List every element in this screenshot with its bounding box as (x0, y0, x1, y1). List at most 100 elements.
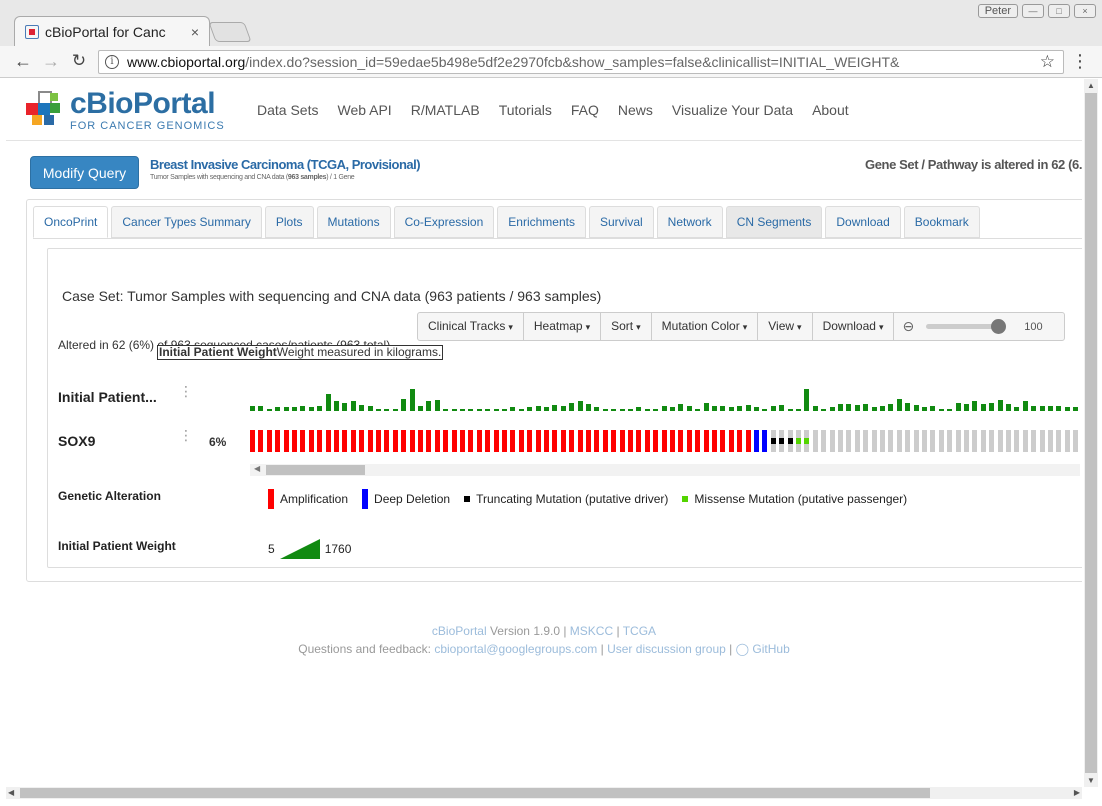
tab-close-icon[interactable]: × (190, 23, 199, 40)
weight-bar[interactable] (367, 406, 373, 411)
weight-bar[interactable] (602, 409, 608, 411)
sox9-cell-amp[interactable] (728, 430, 734, 452)
sox9-cell-amp[interactable] (527, 430, 533, 452)
weight-bar[interactable] (989, 403, 995, 411)
reload-icon[interactable]: ↻ (71, 51, 87, 70)
weight-bar[interactable] (1031, 406, 1037, 411)
zoom-out-icon[interactable]: ⊖ (902, 318, 915, 334)
weight-bar[interactable] (728, 407, 734, 411)
weight-bar[interactable] (619, 409, 625, 411)
weight-bar[interactable] (258, 406, 264, 411)
sox9-cell-amp[interactable] (619, 430, 625, 452)
tab-cancer-types-summary[interactable]: Cancer Types Summary (111, 206, 262, 238)
sox9-cell-none[interactable] (913, 430, 919, 452)
tab-mutations[interactable]: Mutations (316, 206, 391, 238)
initial-weight-track[interactable] (250, 385, 1080, 411)
weight-bar[interactable] (1039, 406, 1045, 411)
sox9-cell-none[interactable] (972, 430, 978, 452)
weight-bar[interactable] (644, 409, 650, 411)
sox9-cell-amp[interactable] (485, 430, 491, 452)
sox9-cell-amp[interactable] (367, 430, 373, 452)
weight-bar[interactable] (502, 409, 507, 411)
sox9-cell-amp[interactable] (359, 430, 365, 452)
sox9-cell-amp[interactable] (468, 430, 474, 452)
weight-bar[interactable] (821, 409, 827, 411)
weight-bar[interactable] (980, 404, 986, 411)
sox9-cell-amp[interactable] (325, 430, 331, 452)
weight-bar[interactable] (1056, 406, 1062, 411)
sox9-cell-none[interactable] (1064, 430, 1070, 452)
weight-bar[interactable] (552, 405, 558, 411)
weight-bar[interactable] (896, 399, 902, 411)
sox9-cell-amp[interactable] (712, 430, 717, 452)
weight-bar[interactable] (577, 401, 583, 411)
page-scroll-thumb[interactable] (1085, 93, 1097, 773)
sox9-cell-amp[interactable] (342, 430, 348, 452)
tab-cn-segments[interactable]: CN Segments (725, 206, 823, 238)
weight-bar[interactable] (527, 407, 533, 411)
sox9-cell-amp[interactable] (594, 430, 600, 452)
sox9-cell-amp[interactable] (552, 430, 558, 452)
weight-bar[interactable] (451, 409, 457, 411)
weight-bar[interactable] (678, 404, 684, 411)
weight-bar[interactable] (518, 409, 524, 411)
weight-bar[interactable] (770, 406, 776, 411)
weight-bar[interactable] (544, 407, 549, 411)
sox9-cell-amp[interactable] (686, 430, 692, 452)
weight-bar[interactable] (1006, 404, 1011, 411)
weight-bar[interactable] (846, 404, 852, 411)
weight-bar[interactable] (880, 406, 885, 411)
nav-news[interactable]: News (617, 102, 653, 118)
weight-bar[interactable] (796, 409, 801, 411)
sox9-cell-amp[interactable] (350, 430, 356, 452)
weight-bar[interactable] (401, 399, 407, 411)
weight-bar[interactable] (317, 406, 323, 411)
sox9-cell-trunc[interactable] (770, 430, 776, 452)
sox9-cell-amp[interactable] (720, 430, 726, 452)
weight-bar[interactable] (434, 400, 440, 411)
weight-bar[interactable] (594, 407, 600, 411)
download-dropdown[interactable]: Download ▾ (813, 313, 895, 340)
track-options-icon[interactable]: ⋮ (179, 427, 193, 443)
tab-download[interactable]: Download (825, 206, 901, 238)
sox9-cell-none[interactable] (1014, 430, 1020, 452)
sox9-cell-none[interactable] (838, 430, 843, 452)
tab-co-expression[interactable]: Co-Expression (393, 206, 495, 238)
weight-bar[interactable] (325, 394, 331, 411)
weight-bar[interactable] (712, 406, 717, 411)
sox9-cell-none[interactable] (896, 430, 902, 452)
weight-bar[interactable] (1022, 401, 1028, 411)
weight-bar[interactable] (905, 403, 911, 411)
sox9-cell-none[interactable] (1056, 430, 1062, 452)
nav-about[interactable]: About (812, 102, 849, 118)
sox9-cell-none[interactable] (1073, 430, 1079, 452)
weight-bar[interactable] (745, 405, 751, 411)
weight-bar[interactable] (485, 409, 491, 411)
track-options-icon[interactable]: ⋮ (179, 383, 193, 399)
sox9-cell-amp[interactable] (317, 430, 323, 452)
weight-bar[interactable] (812, 406, 818, 411)
tab-network[interactable]: Network (656, 206, 723, 238)
sox9-cell-none[interactable] (955, 430, 961, 452)
weight-bar[interactable] (787, 409, 793, 411)
weight-bar[interactable] (560, 406, 566, 411)
weight-bar[interactable] (972, 401, 978, 411)
weight-bar[interactable] (628, 409, 633, 411)
sox9-cell-amp[interactable] (535, 430, 541, 452)
page-hscroll-thumb[interactable] (20, 788, 930, 798)
weight-bar[interactable] (720, 406, 726, 411)
sox9-cell-none[interactable] (930, 430, 936, 452)
sox9-cell-amp[interactable] (602, 430, 608, 452)
sox9-cell-amp[interactable] (544, 430, 549, 452)
weight-bar[interactable] (350, 401, 356, 411)
sox9-cell-amp[interactable] (300, 430, 306, 452)
weight-bar[interactable] (863, 404, 869, 411)
sox9-cell-amp[interactable] (275, 430, 281, 452)
sox9-cell-amp[interactable] (401, 430, 407, 452)
weight-bar[interactable] (930, 406, 936, 411)
sox9-cell-amp[interactable] (334, 430, 339, 452)
sox9-cell-amp[interactable] (443, 430, 449, 452)
sox9-cell-none[interactable] (997, 430, 1003, 452)
sox9-cell-amp[interactable] (292, 430, 297, 452)
browser-menu-icon[interactable]: ⋮ (1071, 51, 1089, 71)
